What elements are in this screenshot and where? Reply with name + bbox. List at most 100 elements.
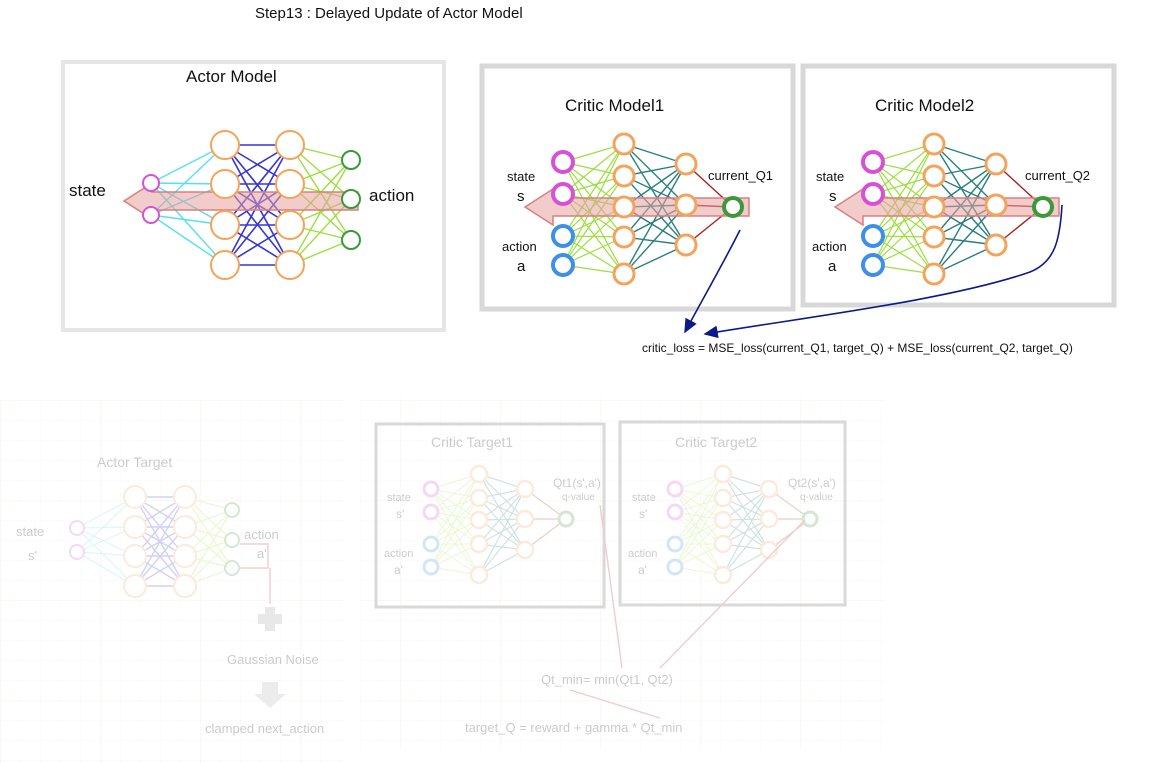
critic-target2-hidden-edge (722, 543, 770, 551)
critic-target2-output-label: Qt2(s',a') (788, 476, 836, 490)
critic-target1-hidden2-node (515, 540, 535, 560)
critic2-hidden2-node (984, 233, 1008, 257)
actor-target-hidden-edge (134, 496, 186, 557)
critic-target2-input-edge (674, 497, 724, 545)
critic1-input-edge (562, 143, 625, 195)
critic-target1-hidden-edge (478, 488, 526, 499)
actor-target-network (69, 485, 240, 598)
actor-network (122, 130, 361, 280)
actor-hidden1-node (210, 169, 240, 199)
critic1-state-node (551, 182, 575, 206)
critic1-state-node (551, 150, 575, 174)
actor-output-label: action (369, 186, 414, 205)
actor-target-hidden-edge (134, 496, 186, 528)
critic-target1-hidden-edge (478, 497, 526, 520)
critic-target2-action-label: action (628, 548, 657, 560)
critic1-hidden2-node (674, 233, 698, 257)
actor-target-output-edge (184, 509, 233, 528)
critic-target2-input-edge (674, 511, 724, 521)
critic-target2-input-edge (674, 488, 724, 545)
critic2-hidden-edge (933, 143, 997, 246)
actor-target-output-edge (184, 539, 233, 587)
critic-target1-action-symbol: a' (394, 563, 403, 577)
critic2-input-edge (872, 175, 935, 266)
critic2-hidden-edge (933, 143, 997, 206)
critic-target1-hidden-edge (478, 488, 526, 576)
critic2-hidden2-node (984, 152, 1008, 176)
critic2-hidden1-node (922, 164, 946, 188)
critic-target2-action-node (666, 558, 684, 576)
actor-target-input-edge (76, 496, 136, 553)
critic-target1-input-edge (430, 473, 480, 568)
critic-target1-state-label: state (387, 492, 411, 504)
critic-target1-hidden-edge (478, 488, 526, 545)
critic-target2-hidden2-node (759, 540, 779, 560)
critic-loss-formula: critic_loss = MSE_loss(current_Q1, targe… (642, 341, 1073, 355)
critic-target1-hidden-edge (478, 518, 526, 545)
critic2-hidden1-node (922, 225, 946, 249)
actor-target-action-symbol: a' (257, 546, 267, 561)
critic-target2-frame (618, 420, 847, 607)
qt2-to-min-arrow (659, 519, 806, 669)
critic-target1-hidden-edge (478, 518, 526, 576)
critic2-state-label: state (816, 169, 844, 184)
critic1-hidden1-node (612, 164, 636, 188)
actor-target-hidden-edge (134, 496, 186, 528)
critic-target2-input-edge (674, 497, 724, 568)
critic-target1-input-edge (430, 497, 480, 545)
actor-target-hidden-edge (134, 526, 186, 557)
critic-target2-input-edge (674, 511, 724, 545)
critic1-action-label: action (502, 239, 537, 254)
critic-target2-input-edge (674, 488, 724, 499)
actor-target-action-label: action (244, 527, 279, 542)
critic-target1-output-label: Qt1(s',a') (553, 476, 601, 490)
actor-target-action-bracket (240, 543, 269, 569)
actor-target-input-edge (76, 526, 136, 553)
actor-target-output-edge (184, 496, 233, 541)
actor-target-state-label: state (16, 524, 44, 539)
critic-target2-input-edge (674, 473, 724, 490)
critic2-output-node (1032, 196, 1054, 218)
critic2-hidden1-node (922, 195, 946, 219)
critic-target2-output-node (801, 510, 819, 528)
actor-hidden2-node (275, 250, 305, 280)
critic2-input-edge (872, 143, 935, 195)
actor-target-hidden2-node (173, 485, 197, 509)
actor-target-output-edge (184, 496, 233, 569)
critic-target1-hidden-edge (478, 473, 526, 551)
critic-target1-input-edge (430, 473, 480, 545)
actor-hidden1-node (210, 250, 240, 280)
critic-target2-hidden-edge (722, 488, 770, 545)
actor-target-hidden-edge (134, 496, 186, 587)
critic1-hidden1-node (612, 132, 636, 156)
critic-target2-hidden-edge (722, 519, 770, 551)
critic-target1-input-edge (430, 511, 480, 545)
critic-target2-hidden1-node (713, 534, 733, 554)
critic-target1-input-edge (430, 511, 480, 521)
critic-model2-title: Critic Model2 (875, 96, 974, 115)
critic1-input-edge (562, 143, 625, 237)
critic2-hidden1-node (922, 262, 946, 286)
actor-target-hidden-edge (134, 526, 186, 587)
critic1-action-symbol: a (517, 258, 526, 275)
actor-input-label: state (69, 181, 106, 200)
critic1-action-node (551, 253, 575, 277)
critic-target1-hidden-edge (478, 473, 526, 520)
actor-target-hidden1-node (123, 544, 147, 568)
critic-target2-state-node (666, 503, 684, 521)
critic2-action-label: action (812, 239, 847, 254)
critic-target1-output-edge (524, 518, 567, 551)
critic-target2-hidden-edge (722, 473, 770, 490)
critic-target1-input-edge (430, 488, 480, 521)
critic-target1-input-edge (430, 497, 480, 513)
critic-target1-hidden-edge (478, 488, 526, 521)
critic-model2-panel: Critic Model2 state s action a current_Q… (800, 63, 1117, 308)
actor-hidden2-node (275, 210, 305, 240)
critic-target1-hidden1-node (469, 534, 489, 554)
critic-target1-action-node (422, 535, 440, 553)
actor-target-input-edge (76, 496, 136, 529)
critic-target1-hidden-edge (478, 473, 526, 490)
critic-target2-title: Critic Target2 (675, 434, 757, 450)
critic-target2-output-sub: q-value (800, 492, 833, 503)
critic-target1-input-edge (430, 488, 480, 499)
